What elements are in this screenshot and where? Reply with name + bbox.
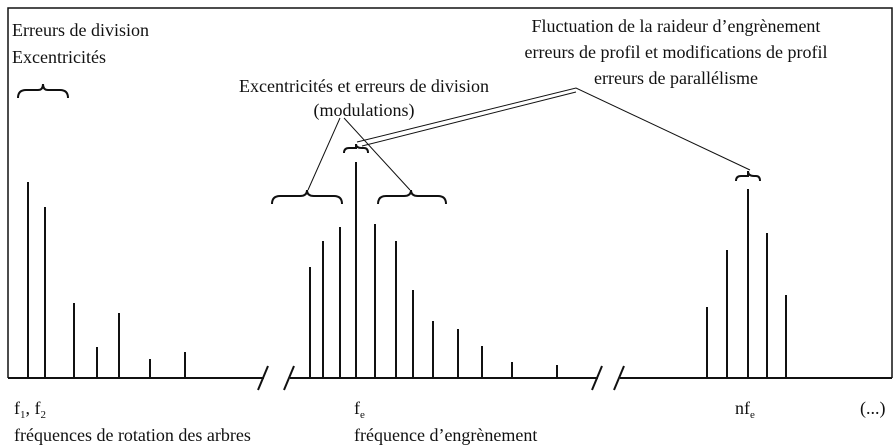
subscript: e: [360, 409, 365, 421]
brace: [17, 83, 69, 99]
subscript: e: [750, 409, 755, 421]
label: Erreurs de division: [12, 20, 149, 40]
label: Fluctuation de la raideur d’engrènement: [532, 16, 821, 36]
axis-break: [591, 365, 603, 391]
caption: fréquence d’engrènement: [354, 425, 537, 445]
text: , f: [26, 398, 41, 418]
frequency-label: f1, f2: [14, 398, 46, 421]
label: (...): [860, 398, 886, 419]
mesh-lines: [309, 162, 558, 378]
label: Excentricités: [12, 47, 106, 67]
label: Excentricités et erreurs de division: [239, 76, 489, 96]
label: (modulations): [314, 100, 415, 121]
brace: [735, 170, 761, 182]
axis-break: [613, 365, 625, 391]
subscript: 2: [41, 409, 47, 421]
caption: fréquences de rotation des arbres: [14, 425, 251, 445]
leader-line: [307, 117, 411, 191]
frequency-label: nfe: [735, 398, 755, 421]
spectral-lines: [27, 162, 787, 378]
text: f: [354, 398, 360, 418]
brace: [343, 143, 369, 154]
subscript: 1: [20, 409, 26, 421]
frequency-label: fe: [354, 398, 365, 421]
axis-break: [283, 365, 295, 391]
axis-break: [257, 365, 269, 391]
harmonic-lines: [706, 189, 787, 378]
rotation-lines: [27, 182, 186, 378]
text: nf: [735, 398, 750, 418]
frame: [7, 7, 893, 378]
leader-line: [356, 87, 751, 171]
brace: [271, 189, 343, 205]
brace: [377, 189, 447, 205]
label: erreurs de parallélisme: [594, 68, 758, 88]
text: f: [14, 398, 20, 418]
label: erreurs de profil et modifications de pr…: [525, 42, 828, 62]
